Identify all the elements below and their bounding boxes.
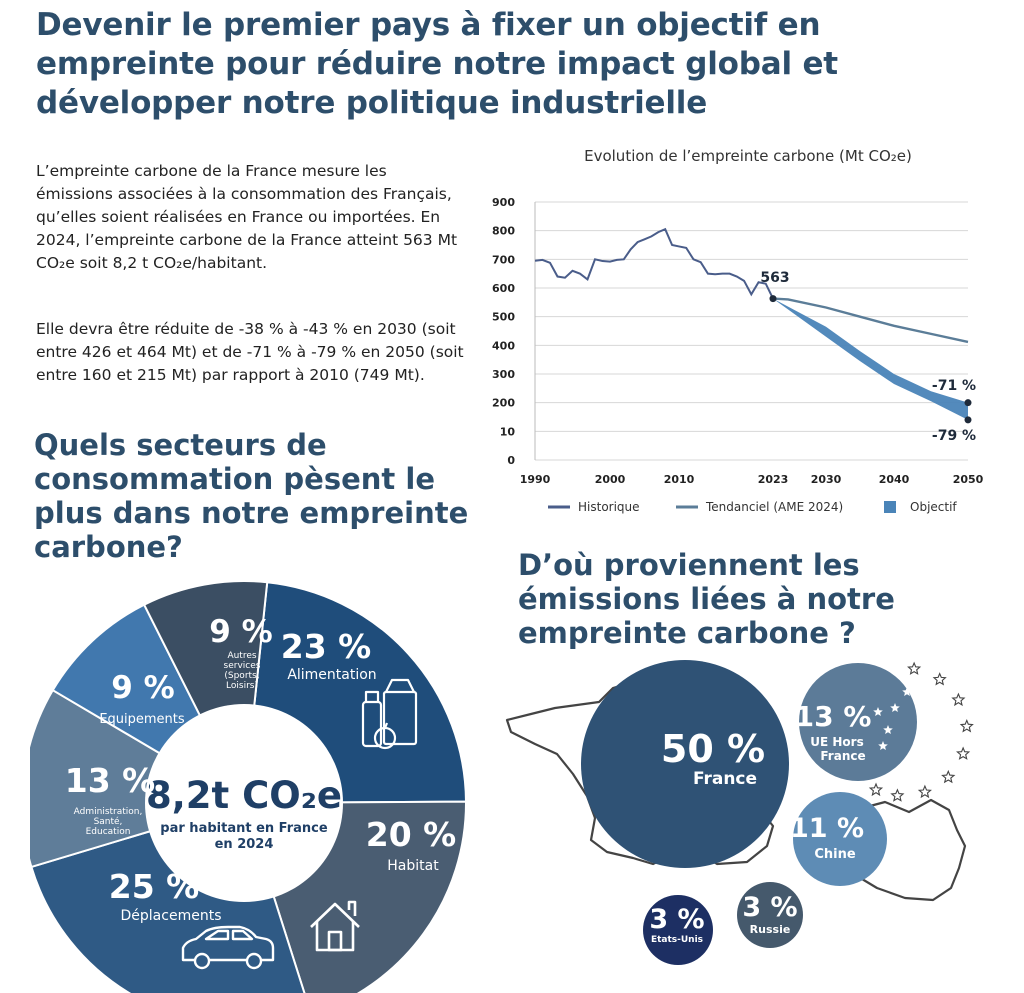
intro-paragraph: L’empreinte carbone de la France mesure …: [36, 162, 458, 272]
ue-label-2: France: [820, 749, 865, 763]
upper-end-label: -71 %: [932, 378, 976, 394]
star-icon: [883, 725, 893, 734]
footprint-line-chart: Evolution de l’empreinte carbone (Mt CO₂…: [492, 147, 984, 514]
chine-label: Chine: [814, 847, 856, 862]
legend-swatch: [884, 501, 896, 513]
y-tick-label: 600: [492, 282, 515, 295]
russie-label: Russie: [750, 923, 791, 936]
star-icon: [878, 741, 888, 750]
sectors-heading: Quels secteurs de consommation pèsent le…: [34, 428, 469, 564]
star-icon: [956, 746, 971, 760]
point-2050-low: [964, 416, 972, 424]
series-tendanciel-line: [772, 297, 969, 344]
grocery-icon: [361, 678, 418, 750]
bubble-france: [581, 660, 789, 868]
slice-autres-label: Autres services (Sports, Loisirs): [224, 651, 261, 691]
y-tick-label: 0: [507, 454, 515, 467]
start-value-label: 563: [760, 270, 789, 286]
point-2050-high: [964, 399, 972, 407]
star-icon: [890, 788, 905, 802]
slice-alimentation-pct: 23 %: [281, 627, 371, 666]
house-icon: [310, 900, 360, 952]
bubble-chine: [793, 792, 887, 886]
slice-alimentation-label: Alimentation: [287, 667, 376, 683]
star-icon: [917, 784, 932, 799]
ue-label-1: UE Hors: [810, 735, 863, 749]
slice-deplacements-pct: 25 %: [109, 867, 199, 906]
star-icon: [902, 687, 912, 696]
origins-bubble-chart: 50 % France 13 % UE Hors France 11 % Chi…: [505, 660, 974, 965]
bubble-etats-unis: [643, 895, 713, 965]
legend-label: Objectif: [910, 500, 957, 514]
star-icon: [932, 672, 947, 686]
x-tick-label: 2030: [811, 473, 842, 486]
slice-equipements-pct: 9 %: [111, 670, 174, 706]
star-icon: [868, 782, 884, 797]
center-value: 8,2t CO₂e: [146, 774, 342, 817]
origins-heading: D’où proviennent les émissions liées à n…: [518, 548, 895, 650]
star-icon: [890, 703, 900, 712]
y-tick-label: 500: [492, 311, 515, 324]
bubble-ue: [799, 663, 917, 781]
star-icon: [873, 707, 883, 716]
target-paragraph: Elle devra être réduite de -38 % à -43 %…: [36, 320, 464, 384]
star-icon: [941, 769, 956, 784]
lower-end-label: -79 %: [932, 428, 976, 444]
slice-habitat-label: Habitat: [387, 858, 439, 874]
slice-equipements-label: Equipements: [99, 712, 185, 727]
slice-administration-pct: 13 %: [65, 761, 155, 800]
france-pct: 50 %: [661, 727, 765, 771]
center-caption-2: en 2024: [215, 837, 274, 852]
chine-pct: 11 %: [790, 813, 864, 844]
etats-unis-label: Etats-Unis: [651, 935, 703, 945]
donut-center: [145, 704, 343, 902]
etats-unis-pct: 3 %: [649, 904, 704, 935]
series-historique-line: [534, 227, 774, 300]
center-caption-1: par habitant en France: [160, 821, 328, 836]
slice-habitat-pct: 20 %: [366, 815, 456, 854]
slice-administration-label: Administration, Santé, Education: [74, 807, 143, 837]
x-tick-label: 2040: [879, 473, 910, 486]
point-2023: [769, 295, 777, 303]
car-icon: [181, 925, 275, 970]
y-tick-label: 300: [492, 368, 515, 381]
y-tick-label: 400: [492, 339, 515, 352]
ue-pct: 13 %: [795, 700, 872, 733]
y-tick-label: 200: [492, 397, 515, 410]
series-objectif-band: [773, 298, 968, 420]
slice-autres-pct: 9 %: [209, 614, 272, 650]
star-icon: [951, 692, 966, 707]
star-icon: [907, 661, 922, 675]
x-tick-label: 2023: [758, 473, 789, 486]
legend-label: Historique: [578, 500, 640, 514]
slice-deplacements-label: Déplacements: [121, 908, 222, 924]
y-tick-label: 700: [492, 253, 515, 266]
star-icon: [959, 718, 974, 733]
star-icon: [918, 685, 928, 694]
russie-pct: 3 %: [742, 892, 797, 923]
bubble-russie: [737, 882, 803, 948]
page-title: Devenir le premier pays à fixer un objec…: [36, 7, 838, 121]
legend-label: Tendanciel (AME 2024): [705, 500, 843, 514]
france-label: France: [693, 769, 757, 789]
x-tick-label: 2050: [953, 473, 984, 486]
donut-slice: [30, 688, 247, 869]
y-tick-label: 800: [492, 225, 515, 238]
x-tick-label: 1990: [520, 473, 551, 486]
x-tick-label: 2000: [595, 473, 626, 486]
eu-stars-icon: [868, 661, 974, 802]
x-tick-label: 2010: [664, 473, 695, 486]
chart-title: Evolution de l’empreinte carbone (Mt CO₂…: [584, 147, 912, 165]
y-tick-label: 10: [500, 425, 516, 438]
sector-donut-chart: 8,2t CO₂e par habitant en France en 2024…: [30, 580, 468, 993]
y-tick-label: 900: [492, 196, 515, 209]
